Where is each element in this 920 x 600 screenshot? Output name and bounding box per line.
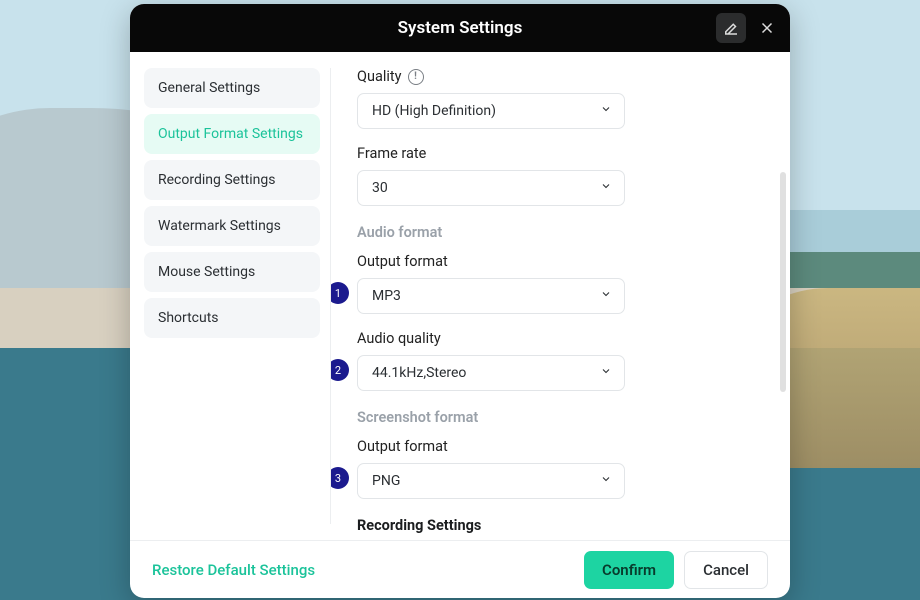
frame-rate-field: Frame rate 30: [357, 145, 770, 206]
cancel-button[interactable]: Cancel: [684, 551, 768, 589]
audio-quality-select[interactable]: 44.1kHz,Stereo: [357, 355, 625, 391]
recording-settings-heading: Recording Settings: [357, 517, 770, 534]
footer: Restore Default Settings Confirm Cancel: [130, 540, 790, 598]
sidebar-item-shortcuts[interactable]: Shortcuts: [144, 298, 320, 338]
audio-format-heading: Audio format: [357, 224, 770, 241]
quality-field: Quality ! HD (High Definition): [357, 68, 770, 129]
info-icon[interactable]: !: [408, 69, 424, 85]
audio-output-label: Output format: [357, 253, 770, 270]
screenshot-format-heading: Screenshot format: [357, 409, 770, 426]
sidebar-item-output-format[interactable]: Output Format Settings: [144, 114, 320, 154]
edit-icon: [722, 19, 740, 37]
audio-output-value: MP3: [372, 288, 401, 304]
frame-rate-select[interactable]: 30: [357, 170, 625, 206]
audio-quality-value: 44.1kHz,Stereo: [372, 365, 466, 381]
quality-label: Quality !: [357, 68, 770, 85]
audio-output-field: Output format 1 MP3: [357, 253, 770, 314]
window-title: System Settings: [398, 18, 523, 38]
chevron-down-icon: [600, 180, 612, 196]
content-pane: Quality ! HD (High Definition) Frame rat…: [331, 52, 790, 540]
close-icon: [758, 19, 776, 37]
quality-value: HD (High Definition): [372, 103, 496, 119]
titlebar: System Settings: [130, 4, 790, 52]
quality-select[interactable]: HD (High Definition): [357, 93, 625, 129]
screenshot-output-label: Output format: [357, 438, 770, 455]
frame-rate-value: 30: [372, 180, 388, 196]
screenshot-output-select[interactable]: PNG: [357, 463, 625, 499]
audio-output-select[interactable]: MP3: [357, 278, 625, 314]
frame-rate-label: Frame rate: [357, 145, 770, 162]
chevron-down-icon: [600, 473, 612, 489]
chevron-down-icon: [600, 103, 612, 119]
chevron-down-icon: [600, 365, 612, 381]
sidebar-item-general[interactable]: General Settings: [144, 68, 320, 108]
edit-button[interactable]: [716, 13, 746, 43]
restore-defaults-link[interactable]: Restore Default Settings: [152, 561, 315, 579]
screenshot-output-value: PNG: [372, 473, 400, 489]
quality-label-text: Quality: [357, 68, 402, 85]
sidebar-item-watermark[interactable]: Watermark Settings: [144, 206, 320, 246]
sidebar-item-recording[interactable]: Recording Settings: [144, 160, 320, 200]
annotation-badge-2: 2: [331, 359, 349, 381]
close-button[interactable]: [752, 13, 782, 43]
confirm-button[interactable]: Confirm: [584, 551, 674, 589]
settings-modal: System Settings General Settings Output …: [130, 4, 790, 598]
chevron-down-icon: [600, 288, 612, 304]
annotation-badge-1: 1: [331, 282, 349, 304]
audio-quality-field: Audio quality 2 44.1kHz,Stereo: [357, 330, 770, 391]
screenshot-output-field: Output format 3 PNG: [357, 438, 770, 499]
titlebar-actions: [716, 13, 782, 43]
modal-body: General Settings Output Format Settings …: [130, 52, 790, 540]
annotation-badge-3: 3: [331, 467, 349, 489]
footer-buttons: Confirm Cancel: [584, 551, 768, 589]
sidebar-item-mouse[interactable]: Mouse Settings: [144, 252, 320, 292]
scrollbar[interactable]: [780, 172, 786, 392]
audio-quality-label: Audio quality: [357, 330, 770, 347]
sidebar: General Settings Output Format Settings …: [130, 52, 330, 540]
